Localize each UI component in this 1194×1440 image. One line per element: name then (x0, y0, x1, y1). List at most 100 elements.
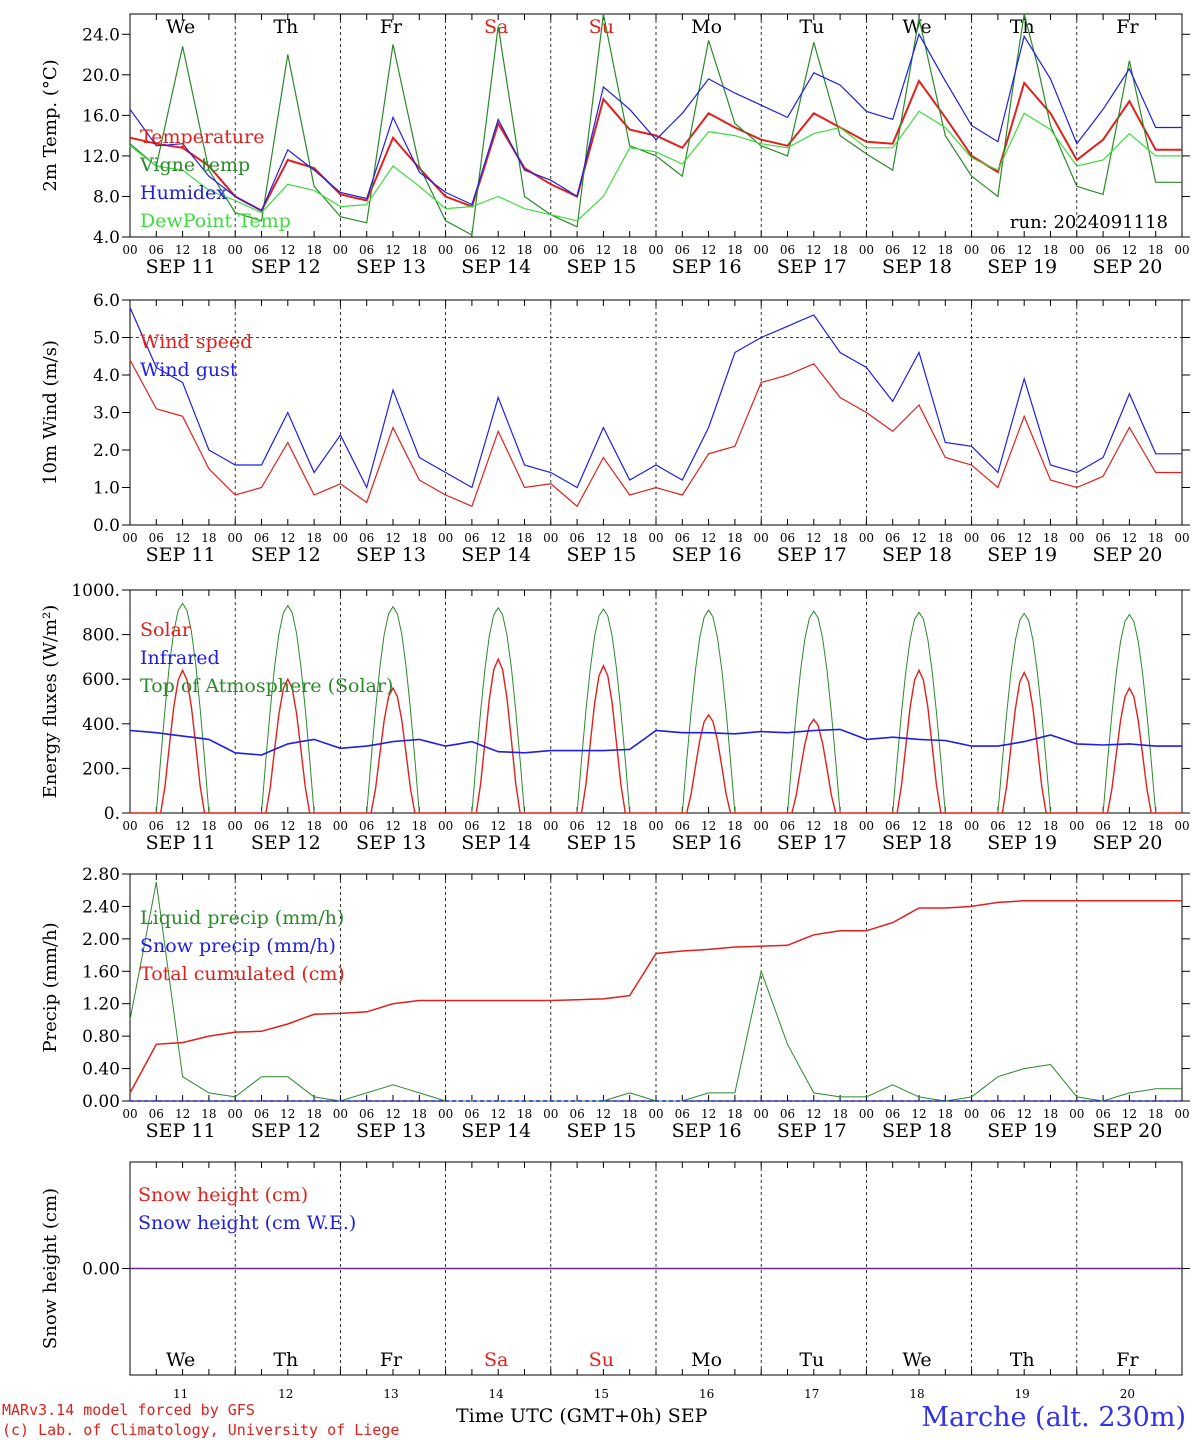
hour-tick-label: 18 (938, 243, 953, 257)
hour-tick-label: 06 (359, 243, 374, 257)
hour-tick-label: 06 (464, 1107, 479, 1121)
hour-tick-label: 00 (964, 243, 979, 257)
hour-tick-label: 18 (727, 819, 742, 833)
date-label: SEP 14 (461, 544, 531, 566)
weekday-label: Su (589, 1349, 614, 1371)
hour-tick-label: 12 (491, 819, 506, 833)
hour-tick-label: 18 (201, 243, 216, 257)
hour-tick-label: 12 (280, 819, 295, 833)
panel-3: 00 06 12 18 00 06 12 18 00 06 12 18 00 06 12 18 00 06 12 18… (40, 581, 1190, 854)
hour-tick-label: 06 (254, 1107, 269, 1121)
series-line-temperature (129, 78, 1182, 212)
hour-tick-label: 00 (859, 1107, 874, 1121)
date-label: SEP 17 (777, 256, 847, 278)
hour-tick-label: 18 (1148, 531, 1163, 545)
hour-tick-label: 06 (780, 531, 795, 545)
hour-tick-label: 06 (359, 531, 374, 545)
hour-tick-label: 12 (701, 1107, 716, 1121)
legend-entry: Snow height (cm W.E.) (138, 1212, 356, 1234)
hour-tick-label: 18 (306, 1107, 321, 1121)
hour-tick-label: 06 (675, 819, 690, 833)
hour-tick-label: 06 (149, 1107, 164, 1121)
date-label: SEP 17 (777, 832, 847, 854)
weekday-label: We (166, 1349, 195, 1371)
hour-tick-label: 00 (1174, 819, 1189, 833)
hour-tick-label: 12 (385, 1107, 400, 1121)
legend-entry: DewPoint Temp (140, 210, 291, 232)
hour-tick-label: 00 (648, 1107, 663, 1121)
hour-tick-label: 00 (228, 819, 243, 833)
hour-tick-label: 00 (648, 243, 663, 257)
hour-tick-label: 06 (990, 1107, 1005, 1121)
hour-tick-label: 12 (911, 819, 926, 833)
hour-tick-label: 00 (122, 819, 137, 833)
day-number: 12 (278, 1387, 293, 1400)
hour-tick-label: 00 (1069, 243, 1084, 257)
series-line-wind-speed (129, 359, 1182, 508)
hour-tick-label: 00 (543, 1107, 558, 1121)
hour-tick-label: 12 (1122, 819, 1137, 833)
hour-tick-label: 18 (412, 531, 427, 545)
hour-tick-label: 12 (596, 819, 611, 833)
hour-tick-label: 06 (885, 819, 900, 833)
hour-tick-label: 06 (780, 243, 795, 257)
hour-tick-label: 12 (175, 819, 190, 833)
x-axis-title: Time UTC (GMT+0h) SEP (456, 1405, 708, 1427)
y-tick-label: 4.0 (93, 228, 120, 248)
legend-entry: Wind gust (140, 359, 238, 381)
hour-tick-label: 18 (412, 243, 427, 257)
series-line-solar (130, 657, 1182, 814)
hour-tick-label: 00 (1069, 1107, 1084, 1121)
hour-tick-label: 00 (859, 531, 874, 545)
hour-tick-label: 12 (1017, 819, 1032, 833)
y-axis-label: Precip (mm/h) (40, 922, 61, 1052)
hour-tick-label: 12 (175, 1107, 190, 1121)
hour-tick-label: 00 (122, 531, 137, 545)
date-label: SEP 14 (461, 256, 531, 278)
hour-tick-label: 00 (543, 819, 558, 833)
hour-tick-label: 12 (1017, 1107, 1032, 1121)
series-line-total-cumulated (129, 900, 1182, 1094)
hour-tick-label: 18 (832, 531, 847, 545)
hour-tick-label: 18 (412, 1107, 427, 1121)
run-annotation: run: 2024091118 (1010, 212, 1168, 233)
hour-tick-label: 12 (596, 243, 611, 257)
legend-entry: Total cumulated (cm) (140, 963, 345, 985)
y-axis-label: 2m Temp. (°C) (40, 59, 61, 191)
date-label: SEP 18 (882, 1120, 952, 1142)
series-line-dewpoint-temp (129, 110, 1182, 222)
y-tick-label: 4.0 (93, 366, 120, 386)
hour-tick-label: 06 (254, 819, 269, 833)
date-label: SEP 12 (251, 544, 321, 566)
y-tick-label: 12.0 (82, 147, 120, 167)
series-line-wind-gust (129, 307, 1182, 490)
hour-tick-label: 06 (569, 531, 584, 545)
weekday-label: We (902, 1349, 931, 1371)
hour-tick-label: 06 (464, 819, 479, 833)
day-number: 14 (489, 1387, 505, 1400)
y-tick-label: 1.0 (93, 479, 120, 499)
hour-tick-label: 18 (938, 531, 953, 545)
hour-tick-label: 12 (701, 243, 716, 257)
date-label: SEP 13 (356, 1120, 426, 1142)
legend-entry: Temperature (140, 126, 264, 148)
legend-entry: Top of Atmosphere (Solar) (140, 675, 393, 697)
legend-entry: Snow height (cm) (138, 1184, 308, 1206)
weekday-label: Sa (484, 16, 508, 38)
hour-tick-label: 18 (727, 1107, 742, 1121)
hour-tick-label: 06 (1095, 819, 1110, 833)
date-label: SEP 20 (1092, 832, 1162, 854)
hour-tick-label: 06 (990, 243, 1005, 257)
hour-tick-label: 18 (517, 531, 532, 545)
y-axis-label: Snow height (cm) (40, 1188, 61, 1349)
hour-tick-label: 18 (306, 243, 321, 257)
hour-tick-label: 18 (938, 1107, 953, 1121)
hour-tick-label: 06 (254, 531, 269, 545)
hour-tick-label: 00 (122, 1107, 137, 1121)
hour-tick-label: 18 (306, 531, 321, 545)
hour-tick-label: 00 (228, 243, 243, 257)
hour-tick-label: 18 (622, 243, 637, 257)
hour-tick-label: 00 (754, 243, 769, 257)
panel-1: 00 06 12 18 00 06 12 18 00 06 12 18 00 06 12 18 00 06 12 18… (40, 13, 1190, 278)
date-label: SEP 16 (672, 1120, 742, 1142)
